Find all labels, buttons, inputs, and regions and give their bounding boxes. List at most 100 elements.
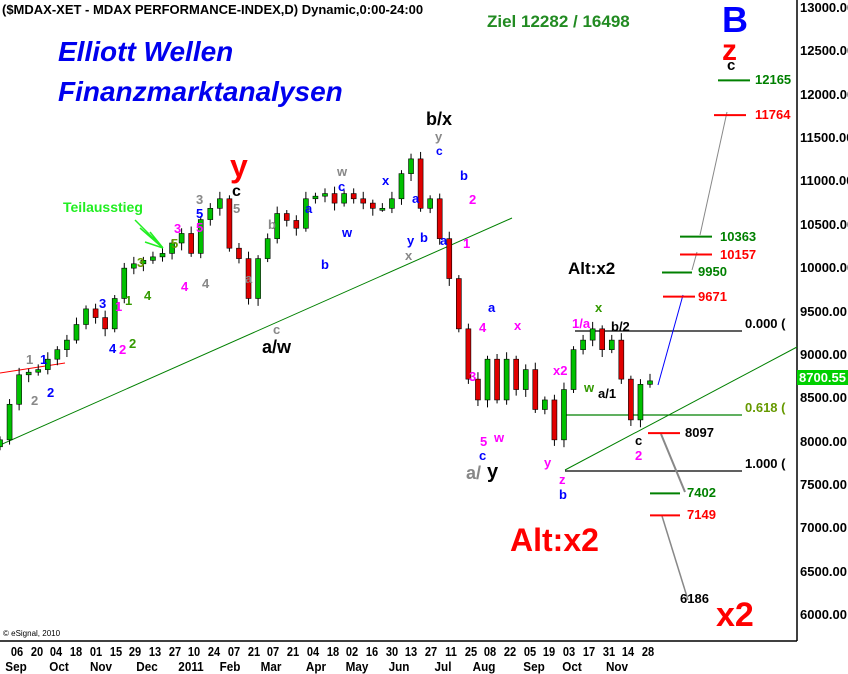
x-tick-day: 19: [543, 644, 556, 659]
candle: [456, 278, 462, 330]
wave-label: 1: [115, 299, 123, 314]
x-tick-day: 04: [306, 644, 319, 659]
x-tick-day: 13: [148, 644, 162, 659]
x-tick-month: May: [345, 659, 369, 674]
brand-line-2: Finanzmarktanalysen: [58, 76, 343, 107]
x-tick-day: 04: [50, 644, 63, 659]
target-level-label: 9950: [698, 264, 727, 280]
candle: [513, 358, 519, 390]
x-tick-month: Oct: [562, 659, 582, 674]
candle: [398, 173, 405, 200]
wave-label: 5: [196, 220, 204, 235]
wave-label: b/x: [426, 109, 453, 129]
candle: [264, 238, 271, 259]
candle: [121, 267, 128, 299]
x-tick-day: 21: [247, 644, 260, 659]
candle: [92, 308, 99, 318]
candle: [589, 328, 596, 341]
wave-label: 1: [125, 293, 133, 308]
candle: [503, 358, 510, 401]
x-tick-day: 25: [464, 644, 477, 659]
wave-label: x: [405, 248, 413, 263]
candle: [312, 195, 319, 200]
fib-label: 1.000 (: [745, 456, 786, 471]
wave-label: B: [722, 0, 748, 40]
wave-label: x2: [716, 596, 754, 634]
wave-label: x: [595, 300, 603, 315]
x-tick-day: 20: [30, 644, 43, 659]
wave-label: 4: [479, 320, 487, 335]
y-tick-label: 7500.00: [800, 476, 847, 492]
x-tick-month: Aug: [472, 659, 496, 674]
candle: [6, 403, 13, 441]
candle: [16, 374, 22, 405]
candle: [369, 202, 376, 209]
x-tick-month: Sep: [523, 659, 545, 674]
candle: [236, 247, 242, 259]
candle: [169, 242, 175, 254]
wave-label: b: [420, 230, 428, 245]
x-tick-month: Nov: [605, 659, 629, 674]
wave-label: 4: [181, 279, 189, 294]
wave-label: 3: [174, 221, 182, 236]
y-tick-label: 12500.00: [800, 43, 848, 59]
projection-line: [699, 111, 728, 236]
y-tick-label: 10000.00: [800, 260, 848, 276]
x-tick-month: Nov: [89, 659, 113, 674]
y-tick-label: 9500.00: [800, 303, 847, 319]
candle: [551, 399, 558, 441]
candle: [102, 317, 108, 330]
x-tick-day: 02: [346, 644, 359, 659]
candle: [465, 328, 472, 380]
x-tick-month: Jun: [388, 659, 410, 674]
wave-label: y: [487, 461, 499, 483]
candle: [350, 193, 357, 200]
candle: [637, 384, 644, 421]
x-tick-day: 11: [444, 644, 457, 659]
target-level-label: 8097: [685, 425, 714, 441]
wave-label: 1: [40, 352, 48, 367]
target-text: Ziel 12282 / 16498: [487, 12, 630, 31]
x-tick-day: 08: [484, 644, 497, 659]
x-tick-month: Sep: [5, 659, 27, 674]
y-tick-label: 8500.00: [800, 390, 847, 406]
wave-label: Alt:x2: [568, 259, 616, 278]
candle: [446, 238, 453, 279]
wave-label: Alt:x2: [510, 522, 599, 558]
wave-label: a: [305, 201, 313, 216]
candle: [532, 369, 539, 410]
x-tick-day: 14: [622, 644, 635, 659]
wave-label: 4: [109, 341, 117, 356]
wave-label: c: [727, 57, 736, 74]
x-tick-day: 03: [563, 644, 576, 659]
wave-label: 2: [47, 385, 55, 400]
x-tick-day: 13: [405, 644, 418, 659]
y-tick-label: 12000.00: [800, 86, 848, 102]
target-level-label: 7149: [687, 507, 716, 523]
candle: [255, 258, 261, 299]
x-tick-day: 28: [641, 644, 655, 659]
wave-label: a: [245, 271, 253, 286]
candle: [389, 198, 395, 209]
candle: [54, 349, 61, 360]
y-tick-label: 11500.00: [800, 130, 848, 146]
x-tick-day: 29: [129, 644, 142, 659]
x-tick-day: 16: [365, 644, 379, 659]
wave-label: a/: [466, 463, 482, 483]
x-tick-month: Oct: [49, 659, 69, 674]
wave-label: b: [321, 257, 329, 272]
brand-line-1: Elliott Wellen: [58, 36, 234, 67]
y-tick-label: 13000.00: [800, 0, 848, 15]
wave-label: 4: [144, 288, 152, 303]
wave-label: b/2: [611, 319, 630, 334]
x-tick-month: 2011: [178, 659, 204, 674]
wave-label: c: [338, 179, 346, 194]
candle: [561, 389, 567, 441]
target-level-label: 6186: [680, 590, 709, 606]
candle: [360, 198, 367, 204]
x-tick-month: Jul: [434, 659, 452, 674]
wave-label: a/1: [598, 386, 617, 401]
arrow-icon: [134, 219, 164, 249]
target-level-label: 7402: [687, 485, 716, 501]
